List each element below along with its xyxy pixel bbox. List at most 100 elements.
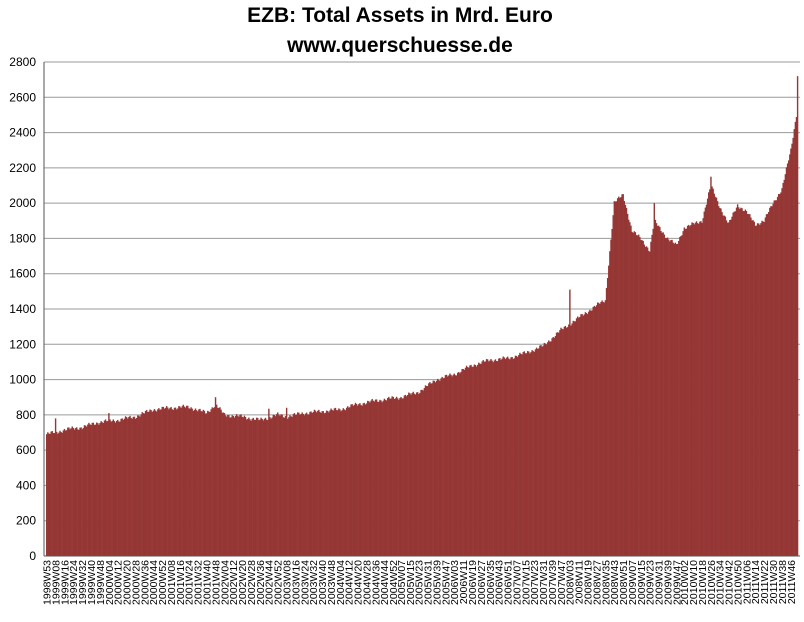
bar (646, 247, 649, 556)
bar (408, 392, 410, 556)
bar (250, 420, 252, 556)
bar (328, 412, 330, 556)
bar (153, 409, 156, 556)
bar (53, 433, 56, 556)
bar (639, 237, 641, 556)
bar (666, 237, 669, 557)
bar (701, 222, 703, 556)
bar (168, 409, 170, 556)
x-tick-label: 2004W12 (344, 560, 356, 605)
bar (344, 410, 347, 556)
bar (170, 407, 172, 556)
bar (608, 265, 610, 556)
bar (445, 374, 448, 556)
x-tick-label: 2009W07 (627, 560, 639, 605)
x-tick-label: 2000W28 (130, 560, 142, 605)
bar (584, 312, 587, 556)
bar (425, 385, 428, 556)
bar (259, 419, 261, 556)
bar (664, 237, 667, 556)
x-tick-label: 2002W36 (255, 560, 267, 605)
bar (534, 349, 537, 556)
bar (135, 417, 138, 556)
bar (75, 427, 78, 556)
bar (231, 415, 233, 556)
bar (319, 411, 321, 556)
bar (208, 411, 210, 556)
bar (329, 410, 331, 556)
x-tick-label: 2010W42 (724, 560, 736, 605)
bar (179, 406, 181, 556)
bar (585, 313, 588, 556)
bar (252, 417, 255, 556)
bar (194, 408, 197, 556)
bar (562, 329, 564, 556)
bar (472, 366, 474, 556)
bar (604, 300, 607, 556)
bar (434, 382, 437, 556)
bar (476, 364, 479, 556)
bar (714, 196, 717, 557)
bar (730, 219, 732, 556)
bar (796, 76, 799, 556)
bar (350, 404, 352, 556)
bar (789, 154, 791, 557)
bar (613, 201, 616, 556)
bar (123, 418, 126, 556)
bar (247, 418, 249, 556)
bar (188, 408, 190, 556)
x-tick-label: 2010W10 (688, 560, 700, 605)
bar (220, 409, 222, 556)
bar (381, 402, 383, 556)
bar (152, 410, 155, 556)
bar (431, 383, 433, 556)
bar (573, 321, 576, 556)
x-tick-label: 2011W06 (741, 560, 753, 604)
bar (313, 409, 316, 556)
bar (98, 424, 100, 556)
bar (309, 411, 311, 556)
bar (724, 216, 727, 556)
bar (435, 380, 438, 556)
bar (471, 366, 473, 556)
bar (578, 317, 580, 556)
bar (127, 418, 129, 556)
bar (566, 327, 569, 556)
bar (775, 200, 778, 557)
bar (159, 409, 161, 556)
bar (390, 398, 392, 556)
x-tick-label: 1999W48 (95, 560, 107, 605)
bar (352, 405, 354, 556)
bar (79, 427, 81, 556)
bar (427, 386, 429, 556)
bar (691, 222, 693, 556)
bar (283, 417, 286, 556)
x-tick-label: 2007W39 (547, 560, 559, 605)
bar (380, 400, 382, 556)
bar (364, 404, 367, 556)
x-tick-label: 2007W23 (529, 560, 541, 605)
x-tick-label: 2008W19 (583, 560, 595, 605)
x-tick-label: 2007W31 (538, 560, 550, 605)
bar (275, 414, 278, 556)
x-tick-label: 2008W11 (574, 560, 586, 604)
bar (475, 366, 478, 556)
bar (468, 367, 470, 556)
bar (746, 214, 749, 556)
bar (293, 413, 296, 556)
bar (107, 421, 109, 556)
bar (90, 424, 92, 556)
bar (141, 412, 143, 556)
bar (764, 217, 767, 557)
bar (192, 410, 195, 556)
bar (563, 326, 566, 556)
x-tick-label: 1999W24 (68, 560, 80, 605)
bar (289, 415, 291, 556)
bar (630, 225, 632, 556)
bar (722, 215, 724, 557)
bar (50, 431, 52, 556)
bar (359, 403, 361, 556)
bar (222, 412, 225, 556)
bar (583, 314, 586, 556)
bar (682, 231, 684, 556)
